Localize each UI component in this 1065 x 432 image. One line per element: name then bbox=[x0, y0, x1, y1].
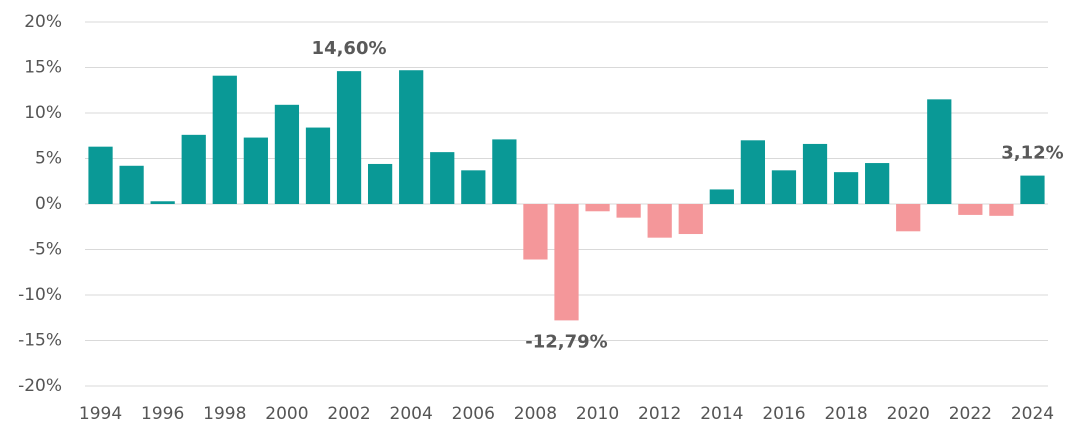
bar bbox=[212, 75, 237, 204]
bar bbox=[678, 204, 703, 235]
bar bbox=[647, 204, 672, 238]
x-tick-label: 2004 bbox=[390, 404, 433, 424]
y-tick-label: -5% bbox=[29, 240, 62, 260]
y-tick-label: 10% bbox=[24, 103, 62, 123]
bar bbox=[523, 204, 548, 260]
bar bbox=[461, 170, 486, 204]
bar bbox=[119, 165, 144, 204]
y-tick-label: -15% bbox=[18, 331, 62, 351]
x-tick-label: 2002 bbox=[327, 404, 370, 424]
bar bbox=[554, 204, 579, 321]
x-tick-label: 2006 bbox=[452, 404, 495, 424]
x-tick-label: 2012 bbox=[638, 404, 681, 424]
y-tick-label: 0% bbox=[35, 194, 62, 214]
bar bbox=[865, 163, 890, 204]
bar bbox=[989, 204, 1014, 216]
bar bbox=[616, 204, 641, 218]
y-tick-label: -10% bbox=[18, 285, 62, 305]
bar bbox=[771, 170, 797, 204]
x-tick-label: 2016 bbox=[762, 404, 805, 424]
bar bbox=[709, 189, 734, 204]
bar bbox=[833, 172, 859, 204]
y-tick-label: 20% bbox=[24, 12, 62, 32]
bar bbox=[243, 137, 268, 204]
x-tick-label: 2020 bbox=[887, 404, 930, 424]
x-tick-label: 1994 bbox=[79, 404, 122, 424]
x-tick-label: 2024 bbox=[1011, 404, 1054, 424]
bar bbox=[927, 99, 952, 204]
x-tick-label: 2000 bbox=[265, 404, 308, 424]
x-tick-label: 2010 bbox=[576, 404, 619, 424]
x-tick-label: 1996 bbox=[141, 404, 184, 424]
value-label: 14,60% bbox=[312, 38, 387, 59]
x-tick-label: 2008 bbox=[514, 404, 557, 424]
x-tick-label: 2022 bbox=[949, 404, 992, 424]
value-label: 3,12% bbox=[1001, 143, 1063, 164]
bar bbox=[430, 152, 455, 204]
bar bbox=[336, 71, 362, 204]
bar bbox=[399, 70, 424, 204]
value-label: -12,79% bbox=[525, 331, 607, 352]
bar bbox=[274, 104, 300, 204]
bar bbox=[740, 140, 766, 204]
bar bbox=[150, 201, 175, 204]
x-tick-label: 1998 bbox=[203, 404, 246, 424]
bar bbox=[88, 146, 113, 204]
bar bbox=[492, 139, 517, 204]
bar bbox=[181, 134, 206, 204]
bar bbox=[896, 204, 921, 232]
x-tick-label: 2014 bbox=[700, 404, 743, 424]
bar bbox=[367, 163, 393, 204]
y-tick-label: 15% bbox=[24, 58, 62, 78]
bar bbox=[802, 143, 828, 204]
bar bbox=[958, 204, 983, 215]
bar bbox=[1020, 175, 1045, 204]
y-tick-label: -20% bbox=[18, 376, 62, 396]
y-tick-label: 5% bbox=[35, 149, 62, 169]
bar bbox=[585, 204, 610, 212]
x-tick-label: 2018 bbox=[824, 404, 867, 424]
bar bbox=[305, 127, 331, 204]
